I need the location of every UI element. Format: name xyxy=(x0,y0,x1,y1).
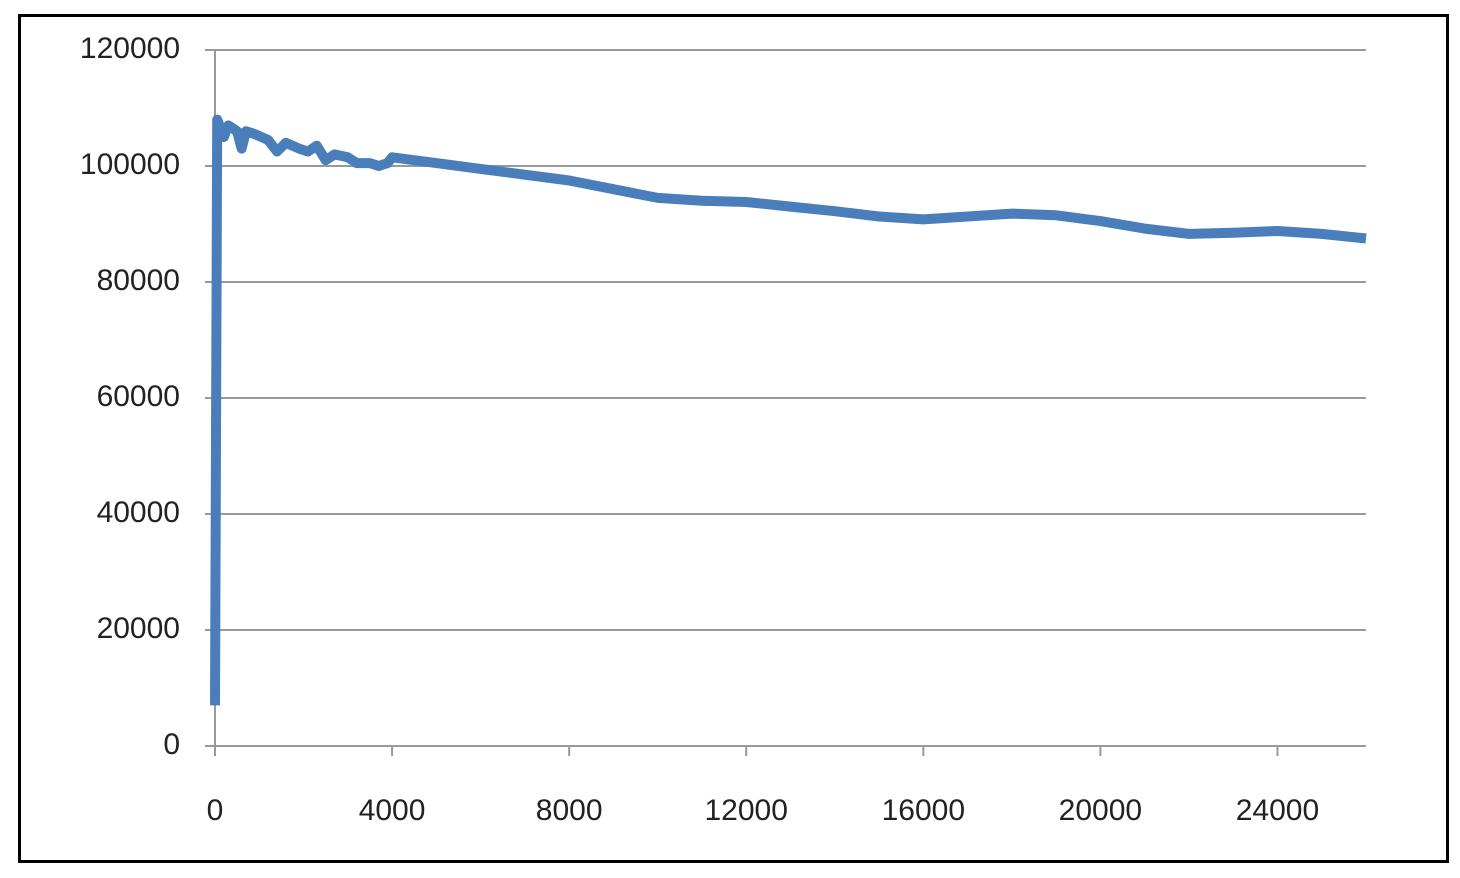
y-tick-label: 60000 xyxy=(97,380,180,413)
y-tick-label: 0 xyxy=(163,728,180,761)
y-tick-label: 80000 xyxy=(97,264,180,297)
x-tick-label: 0 xyxy=(207,794,224,827)
y-tick-label: 100000 xyxy=(80,148,180,181)
x-tick-label: 4000 xyxy=(359,794,426,827)
y-tick-label: 20000 xyxy=(97,612,180,645)
y-tick-label: 40000 xyxy=(97,496,180,529)
x-tick-label: 12000 xyxy=(705,794,788,827)
data-line xyxy=(210,114,1367,706)
y-tick-label: 120000 xyxy=(80,32,180,65)
x-tick-label: 24000 xyxy=(1236,794,1319,827)
frame xyxy=(18,14,1449,863)
x-tick-label: 8000 xyxy=(536,794,603,827)
x-tick-label: 20000 xyxy=(1059,794,1142,827)
x-tick-label: 16000 xyxy=(882,794,965,827)
